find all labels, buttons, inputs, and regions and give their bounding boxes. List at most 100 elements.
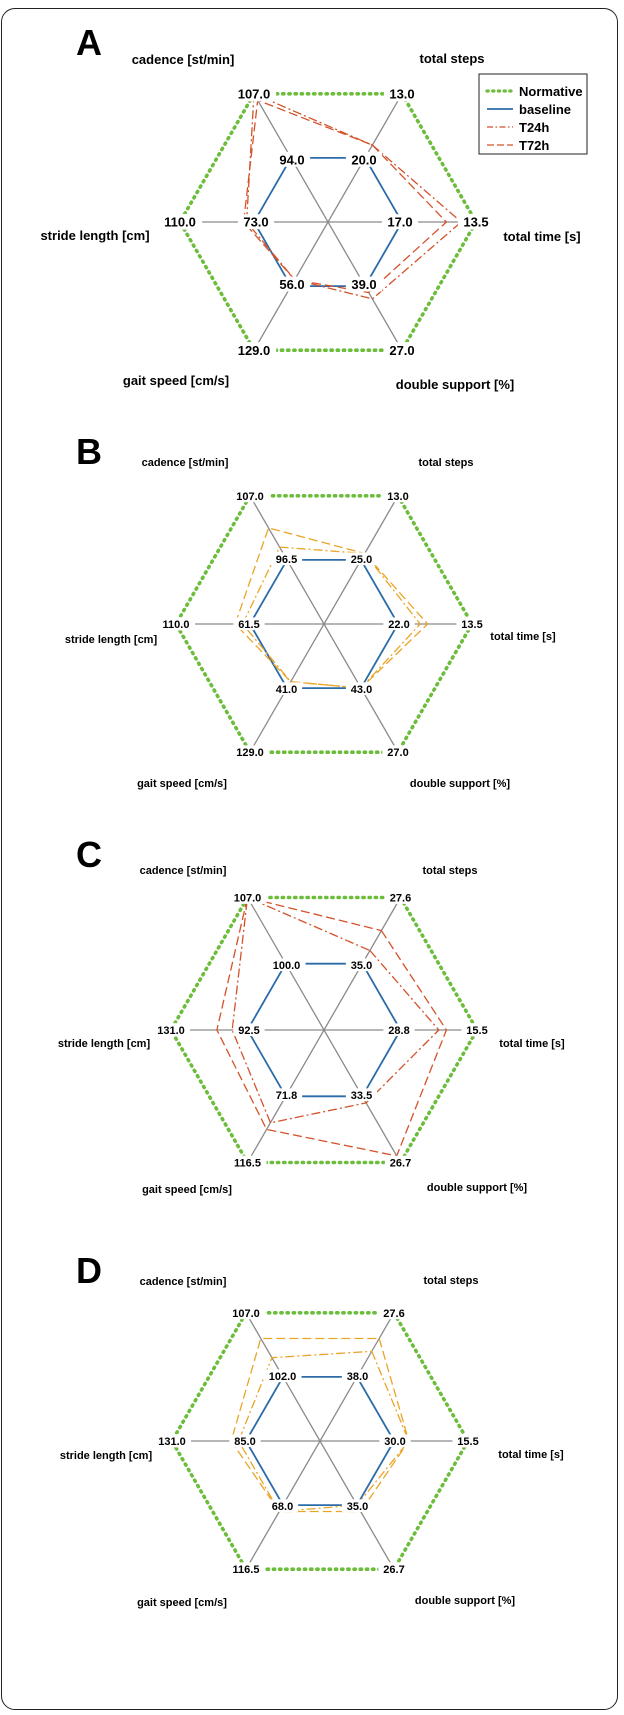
axis-label: cadence [st/min]: [140, 865, 227, 877]
series-t72h-polygon: [216, 896, 448, 1157]
tick-label-bg: [230, 489, 270, 503]
tick-label-bg: [273, 151, 311, 167]
tick-label-bg: [382, 745, 414, 759]
tick-label-bg: [270, 1088, 303, 1102]
legend-label: T72h: [519, 138, 549, 153]
outer-tick-label: 110.0: [164, 215, 196, 230]
radar-panel-a: A 13.0 13.5 27.0 129.0 110.0 107.0 20.0 17.0 39.0…: [40, 22, 580, 392]
outer-tick-label: 15.5: [457, 1436, 478, 1448]
outer-tick-label: 107.0: [232, 1308, 260, 1320]
axis-label: total steps: [419, 51, 484, 66]
tick-label-bg: [378, 1306, 410, 1320]
inner-tick-label: 41.0: [276, 684, 297, 696]
outer-tick-label: 107.0: [236, 491, 264, 503]
inner-tick-label: 43.0: [351, 684, 372, 696]
tick-label-bg: [345, 1088, 378, 1102]
series-t72h-polygon: [230, 1337, 410, 1513]
tick-label-bg: [345, 151, 383, 167]
tick-label-bg: [461, 1023, 493, 1037]
series-t24h-polygon: [241, 546, 421, 689]
outer-tick-label: 129.0: [238, 343, 271, 358]
inner-tick-label: 38.0: [347, 1371, 368, 1383]
tick-label-bg: [267, 958, 306, 972]
radar-panel-c: C 27.6 15.5 26.7 116.5 131.0 107.0 35.0 28.8 33.5…: [58, 834, 565, 1196]
radar-panel-b: B 13.0 13.5 27.0 129.0 110.0 107.0 25.0 22.0 43.0…: [65, 431, 556, 790]
axis-label: total time [s]: [490, 631, 556, 643]
tick-label-bg: [383, 1023, 415, 1037]
inner-tick-label: 30.0: [384, 1436, 405, 1448]
legend-box: [478, 73, 588, 155]
tick-label-bg: [237, 214, 275, 230]
legend-label: Normative: [519, 84, 583, 99]
legend-label: T24h: [519, 120, 549, 135]
axis-label: double support [%]: [396, 377, 514, 392]
outer-tick-label: 131.0: [157, 1025, 185, 1037]
axis-label: stride length [cm]: [65, 634, 158, 646]
tick-label-bg: [228, 890, 267, 904]
outer-tick-label: 116.5: [233, 1564, 260, 1576]
legend-label: baseline: [519, 102, 571, 117]
tick-label-bg: [457, 213, 495, 230]
tick-label-bg: [156, 617, 196, 631]
axis-spoke: [245, 1312, 395, 1570]
inner-tick-label: 35.0: [351, 960, 372, 972]
outer-tick-label: 129.0: [236, 747, 264, 759]
tick-label-bg: [231, 342, 277, 358]
panel-letter: A: [76, 22, 102, 63]
tick-label-bg: [383, 342, 421, 358]
outer-tick-label: 13.5: [463, 215, 488, 230]
inner-tick-label: 33.5: [351, 1090, 372, 1102]
axis-label: stride length [cm]: [60, 1450, 153, 1462]
outer-tick-label: 27.0: [387, 747, 408, 759]
tick-label-bg: [383, 617, 415, 631]
outer-tick-label: 110.0: [163, 619, 190, 631]
outer-tick-label: 26.7: [390, 1157, 411, 1169]
tick-label-bg: [456, 617, 488, 631]
axis-label: double support [%]: [410, 778, 511, 790]
axis-label: gait speed [cm/s]: [137, 1597, 227, 1609]
axis-label: gait speed [cm/s]: [142, 1184, 232, 1196]
tick-label-bg: [384, 890, 417, 904]
radar-panel-d: D 27.6 15.5 26.7 116.5 131.0 107.0 38.0 30.0 35.0…: [60, 1250, 564, 1609]
tick-label-bg: [379, 1434, 411, 1448]
outer-tick-label: 27.0: [389, 343, 414, 358]
legend: Normative baseline T24h T72h: [478, 73, 588, 155]
outer-tick-label: 15.5: [466, 1025, 487, 1037]
tick-label-bg: [452, 1434, 484, 1448]
tick-label-bg: [345, 276, 383, 292]
tick-label-bg: [345, 958, 378, 972]
axis-label: stride length [cm]: [58, 1038, 151, 1050]
axis-spoke: [246, 897, 402, 1163]
tick-label-bg: [229, 1434, 261, 1448]
outer-tick-label: 131.0: [158, 1436, 186, 1448]
tick-label-bg: [383, 85, 421, 102]
outer-tick-label: 27.6: [390, 892, 411, 904]
panel-letter: D: [76, 1250, 102, 1291]
tick-label-bg: [341, 1499, 374, 1513]
outer-tick-label: 27.6: [383, 1308, 404, 1320]
tick-label-bg: [226, 1306, 266, 1320]
tick-label-bg: [378, 1562, 410, 1576]
axis-label: gait speed [cm/s]: [137, 778, 227, 790]
tick-label-bg: [345, 552, 378, 566]
inner-tick-label: 68.0: [272, 1501, 293, 1513]
axis-label: total steps: [422, 865, 477, 877]
inner-tick-label: 25.0: [351, 554, 372, 566]
axis-label: stride length [cm]: [40, 228, 149, 243]
inner-tick-label: 100.0: [273, 960, 301, 972]
axis-label: gait speed [cm/s]: [123, 373, 229, 388]
tick-label-bg: [231, 85, 277, 102]
tick-label-bg: [381, 214, 419, 230]
tick-label-bg: [226, 1562, 266, 1576]
inner-tick-label: 96.5: [276, 554, 297, 566]
panel-letter: B: [76, 431, 102, 472]
tick-label-bg: [157, 213, 203, 230]
tick-label-bg: [228, 1155, 267, 1169]
tick-label-bg: [384, 1155, 417, 1169]
inner-tick-label: 71.8: [276, 1090, 297, 1102]
tick-label-bg: [151, 1023, 191, 1037]
inner-tick-label: 20.0: [351, 152, 376, 167]
outer-tick-label: 26.7: [383, 1564, 404, 1576]
inner-tick-label: 39.0: [351, 277, 376, 292]
